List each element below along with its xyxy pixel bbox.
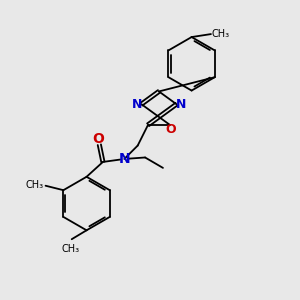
Text: CH₃: CH₃ (62, 244, 80, 254)
Text: N: N (118, 152, 130, 166)
Text: CH₃: CH₃ (26, 180, 44, 190)
Text: N: N (176, 98, 186, 111)
Text: N: N (132, 98, 142, 111)
Text: CH₃: CH₃ (212, 29, 230, 39)
Text: O: O (165, 123, 176, 136)
Text: O: O (92, 132, 104, 146)
